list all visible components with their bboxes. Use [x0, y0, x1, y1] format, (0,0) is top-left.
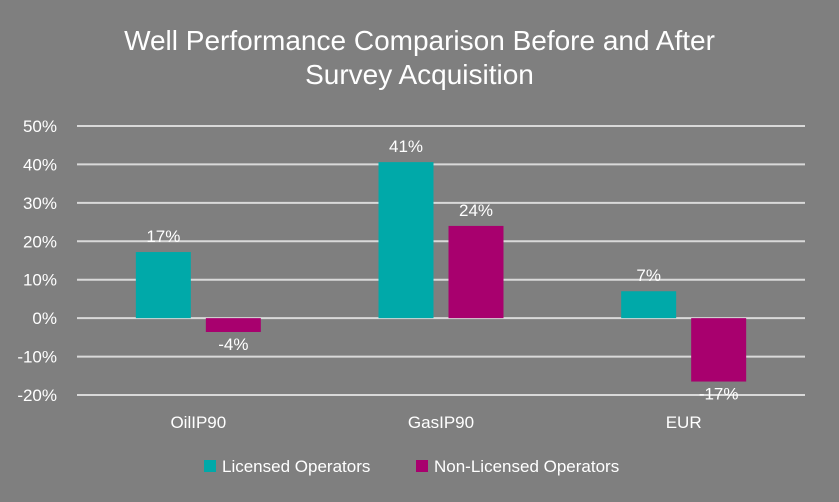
data-label: 7%	[636, 266, 661, 285]
chart-title-line-2: Survey Acquisition	[305, 59, 534, 90]
bar	[621, 291, 677, 319]
legend-swatch	[416, 460, 428, 472]
data-label: -4%	[218, 335, 248, 354]
y-tick-label: 50%	[23, 117, 57, 136]
y-tick-label: -20%	[17, 386, 57, 405]
y-tick-label: 40%	[23, 155, 57, 174]
chart-title: Well Performance Comparison Before and A…	[0, 24, 839, 92]
bar	[691, 318, 747, 382]
legend-swatch	[204, 460, 216, 472]
y-tick-label: 0%	[32, 309, 57, 328]
data-label: -17%	[699, 385, 739, 404]
data-label: 24%	[459, 201, 493, 220]
legend-label: Non-Licensed Operators	[434, 457, 619, 476]
legend-label: Licensed Operators	[222, 457, 370, 476]
bar	[135, 252, 191, 319]
data-label: 41%	[389, 137, 423, 156]
y-tick-label: 20%	[23, 232, 57, 251]
bar	[448, 225, 504, 319]
y-tick-label: -10%	[17, 348, 57, 367]
y-tick-label: 10%	[23, 271, 57, 290]
x-tick-label: GasIP90	[408, 413, 474, 432]
data-label: 17%	[146, 227, 180, 246]
x-tick-label: OilIP90	[170, 413, 226, 432]
y-tick-label: 30%	[23, 194, 57, 213]
x-tick-label: EUR	[666, 413, 702, 432]
bar	[378, 162, 434, 319]
bar	[205, 318, 261, 332]
chart-title-line-1: Well Performance Comparison Before and A…	[124, 25, 715, 56]
